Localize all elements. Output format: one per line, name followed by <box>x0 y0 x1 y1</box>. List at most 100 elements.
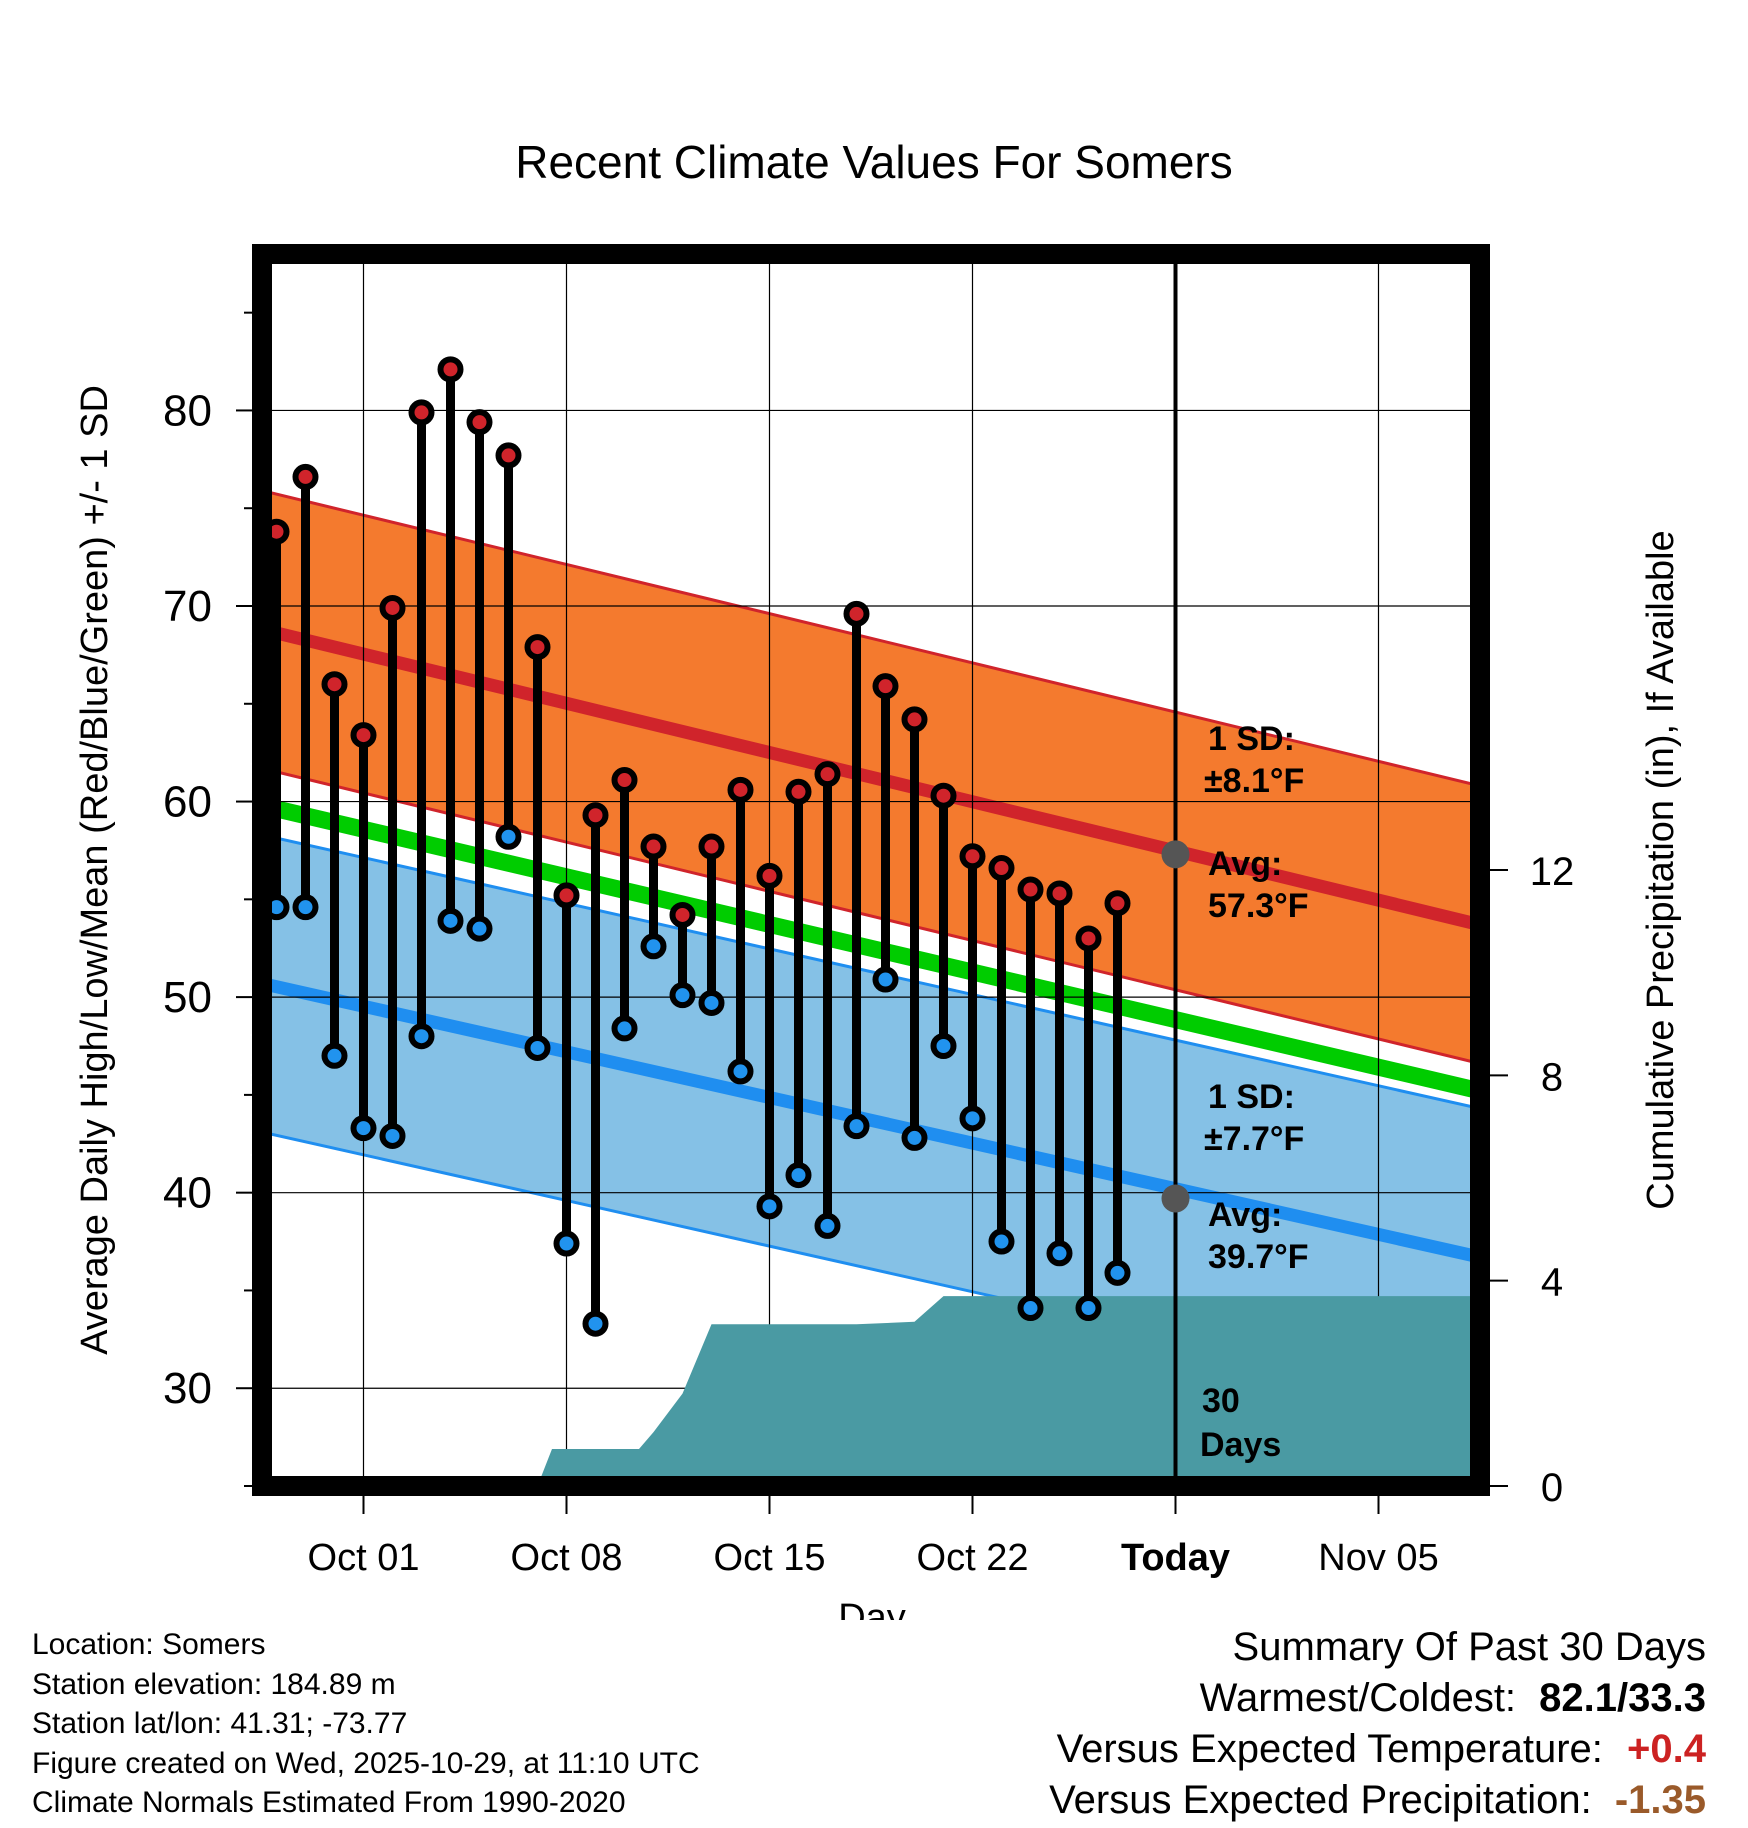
precip-row: Versus Expected Precipitation: -1.35 <box>1049 1775 1706 1826</box>
low-temp-point <box>727 1058 754 1085</box>
y2-axis-label: Cumulative Precipitation (in), If Availa… <box>1640 530 1682 1209</box>
chart-title: Recent Climate Values For Somers <box>515 136 1233 188</box>
high-temp-point <box>640 833 667 860</box>
high-temp-point <box>698 833 725 860</box>
low-temp-point <box>988 1228 1015 1255</box>
high-avg-marker <box>1161 840 1190 869</box>
latlon-text: Station lat/lon: 41.31; -73.77 <box>32 1707 408 1740</box>
x-tick-label: Oct 08 <box>511 1537 623 1579</box>
x-tick-label: Nov 05 <box>1318 1537 1438 1579</box>
warmest-coldest-label: Warmest/Coldest: <box>1199 1676 1517 1720</box>
climate-chart: Recent Climate Values For Somers 1 SD: ±… <box>74 136 1682 1620</box>
low-temp-point <box>843 1113 870 1140</box>
low-temp-point <box>901 1124 928 1151</box>
days-word-label: Days <box>1200 1426 1281 1464</box>
plot-frame <box>252 244 1490 1496</box>
low-temp-point <box>756 1193 783 1220</box>
high-temp-point <box>582 802 609 829</box>
low-temp-point <box>408 1023 435 1050</box>
low-temp-point <box>698 989 725 1016</box>
low-sd-value: ±7.7°F <box>1204 1120 1304 1158</box>
low-temp-point <box>524 1034 551 1061</box>
x-tick-label: Oct 01 <box>308 1537 420 1579</box>
high-temp-point <box>379 594 406 621</box>
high-temp-point <box>350 722 377 749</box>
high-sd-value: ±8.1°F <box>1204 762 1304 800</box>
x-tick-label: Oct 15 <box>714 1537 826 1579</box>
station-info: Location: Somers Station elevation: 184.… <box>32 1625 700 1823</box>
high-temp-point <box>466 409 493 436</box>
high-temp-point <box>1075 925 1102 952</box>
high-temp-point <box>1104 890 1131 917</box>
temp-value: +0.4 <box>1627 1727 1706 1771</box>
warmest-coldest-value: 82.1/33.3 <box>1539 1676 1706 1720</box>
summary-title: Summary Of Past 30 Days <box>1232 1625 1706 1669</box>
precipitation-area <box>537 1296 1480 1486</box>
precip-label: Versus Expected Precipitation: <box>1049 1778 1592 1822</box>
y-tick-label: 50 <box>163 973 212 1022</box>
high-temp-point <box>321 671 348 698</box>
low-temp-point <box>379 1122 406 1149</box>
high-temp-point <box>1046 880 1073 907</box>
warmest-coldest-row: Warmest/Coldest: 82.1/33.3 <box>1049 1673 1706 1724</box>
normals-text: Climate Normals Estimated From 1990-2020 <box>32 1786 626 1819</box>
x-tick-label: Today <box>1121 1537 1230 1579</box>
high-temp-point <box>553 882 580 909</box>
low-temp-point <box>814 1212 841 1239</box>
low-temp-point <box>292 894 319 921</box>
low-temp-point <box>611 1015 638 1042</box>
y2-tick-label: 12 <box>1530 850 1575 894</box>
high-temp-point <box>814 761 841 788</box>
created-text: Figure created on Wed, 2025-10-29, at 11… <box>32 1746 700 1780</box>
high-temp-point <box>785 778 812 805</box>
low-temp-point <box>1046 1240 1073 1267</box>
low-temp-point <box>582 1310 609 1337</box>
low-temp-point <box>1104 1259 1131 1286</box>
location-text: Location: Somers <box>32 1628 266 1661</box>
low-temp-point <box>959 1105 986 1132</box>
temp-label: Versus Expected Temperature: <box>1056 1727 1603 1771</box>
y-tick-label: 30 <box>163 1364 212 1413</box>
y-axis-label: Average Daily High/Low/Mean (Red/Blue/Gr… <box>74 385 116 1355</box>
low-avg-label: Avg: <box>1208 1196 1282 1234</box>
high-temp-point <box>611 767 638 794</box>
days-count-label: 30 <box>1202 1382 1240 1420</box>
low-temp-point <box>640 933 667 960</box>
normal-low-line <box>262 977 1480 1264</box>
x-tick-label: Oct 22 <box>917 1537 1029 1579</box>
high-temp-point <box>1017 876 1044 903</box>
high-temp-point <box>669 901 696 928</box>
y-tick-label: 80 <box>163 386 212 435</box>
high-temp-point <box>495 442 522 469</box>
low-temp-point <box>1075 1295 1102 1322</box>
high-temp-point <box>524 634 551 661</box>
high-temp-point <box>756 862 783 889</box>
low-temp-point <box>785 1162 812 1189</box>
high-temp-point <box>437 356 464 383</box>
low-temp-point <box>495 823 522 850</box>
low-temp-point <box>930 1033 957 1059</box>
low-temp-point <box>437 907 464 934</box>
elevation-text: Station elevation: 184.89 m <box>32 1667 396 1701</box>
annotations: 1 SD: ±8.1°F Avg: 57.3°F 1 SD: ±7.7°F Av… <box>1200 720 1309 1464</box>
y2-tick-label: 8 <box>1541 1055 1563 1099</box>
precip-value: -1.35 <box>1614 1778 1706 1822</box>
precip-area <box>537 1296 1480 1486</box>
normal-high-line <box>262 623 1480 932</box>
low-temp-point <box>321 1042 348 1069</box>
high-temp-point <box>959 843 986 870</box>
y2-tick-label: 4 <box>1541 1261 1563 1305</box>
normal-mean-line <box>262 797 1480 1100</box>
y-tick-label: 60 <box>163 778 212 827</box>
y2-tick-label: 0 <box>1541 1466 1563 1510</box>
high-temp-point <box>727 776 754 803</box>
low-temp-point <box>350 1115 377 1142</box>
x-axis-label: Day <box>838 1597 906 1620</box>
high-temp-point <box>408 399 435 426</box>
high-temp-point <box>988 855 1015 882</box>
high-temp-point <box>930 782 957 809</box>
low-sd-label: 1 SD: <box>1208 1078 1295 1116</box>
high-sd-label: 1 SD: <box>1208 720 1295 758</box>
high-temp-point <box>901 706 928 733</box>
low-avg-marker <box>1161 1184 1190 1213</box>
